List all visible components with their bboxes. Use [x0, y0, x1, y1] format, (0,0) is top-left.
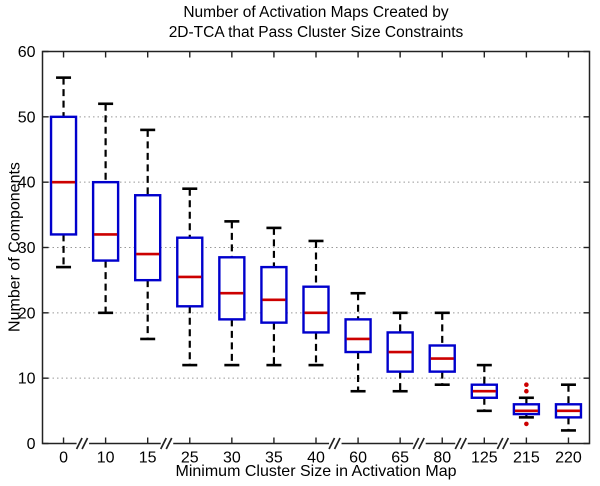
box-group-25: [176, 187, 204, 367]
y-tick-label: 50: [18, 109, 36, 126]
box-group-220: [554, 383, 583, 432]
axis-break-40-60: [328, 437, 342, 450]
break-gap: [76, 440, 90, 447]
y-tick-label: 20: [18, 305, 36, 322]
break-gap: [455, 440, 468, 447]
break-slash: [328, 437, 336, 450]
break-slash: [460, 437, 468, 450]
chart-title: Number of Activation Maps Created by 2D-…: [42, 3, 590, 43]
iqr-box: [133, 194, 162, 282]
axis-break-125-215: [496, 437, 510, 450]
x-tick-label: 80: [433, 450, 451, 467]
x-tick-label: 30: [223, 450, 241, 467]
break-slash: [412, 437, 420, 450]
axis-break-80-125: [454, 437, 468, 450]
axis-break-65-80: [412, 437, 426, 450]
x-tick-label: 15: [139, 450, 157, 467]
break-slash: [333, 437, 341, 450]
break-gap: [497, 440, 510, 447]
break-slash: [502, 437, 510, 450]
box-group-35: [260, 226, 288, 367]
y-tick-label: 10: [18, 371, 36, 388]
outlier-point: [524, 388, 529, 394]
break-gap: [413, 440, 426, 447]
x-tick-label: 0: [59, 450, 68, 467]
x-axis-label: Minimum Cluster Size in Activation Map: [175, 463, 457, 480]
y-tick-label: 40: [18, 175, 36, 192]
axis-break-15-25: [159, 437, 174, 450]
x-tick-label: 10: [97, 450, 115, 467]
break-slash: [417, 437, 425, 450]
iqr-box: [344, 318, 372, 354]
break-slash: [496, 437, 504, 450]
outlier-point: [524, 382, 529, 388]
x-tick-label: 35: [265, 450, 283, 467]
x-tick-label: 220: [555, 450, 582, 467]
box-group-125: [470, 363, 499, 413]
break-gap: [329, 440, 342, 447]
iqr-box: [49, 115, 78, 236]
x-tick-label: 40: [307, 450, 325, 467]
chart-title-line1: Number of Activation Maps Created by: [183, 4, 449, 21]
box-group-65: [386, 311, 414, 393]
x-tick-label: 25: [181, 450, 199, 467]
break-slash: [81, 437, 89, 450]
box-group-215: [512, 382, 541, 427]
box-group-80: [428, 311, 456, 387]
iqr-box: [91, 180, 120, 262]
box-group-30: [218, 220, 246, 367]
x-tick-label: 215: [513, 450, 540, 467]
break-slash: [454, 437, 462, 450]
break-slash: [159, 437, 167, 450]
box-group-40: [302, 239, 330, 367]
y-tick-label: 60: [18, 44, 36, 61]
break-slash: [75, 437, 83, 450]
break-gap: [160, 440, 174, 447]
iqr-box: [176, 236, 204, 308]
outlier-point: [524, 421, 529, 427]
box-group-60: [344, 291, 372, 393]
iqr-box: [218, 256, 246, 321]
iqr-box: [512, 403, 541, 416]
iqr-box: [302, 285, 330, 334]
box-group-0: [49, 76, 78, 269]
break-slash: [165, 437, 173, 450]
x-tick-label: 125: [471, 450, 498, 467]
axis-break-0-10: [75, 437, 90, 450]
box-group-15: [133, 128, 162, 341]
x-tick-label: 60: [349, 450, 367, 467]
chart-title-line2: 2D-TCA that Pass Cluster Size Constraint…: [168, 24, 464, 41]
iqr-box: [260, 265, 288, 324]
x-tick-label: 65: [391, 450, 409, 467]
box-group-10: [91, 102, 120, 315]
y-tick-label: 0: [27, 436, 36, 453]
y-tick-label: 30: [18, 240, 36, 257]
